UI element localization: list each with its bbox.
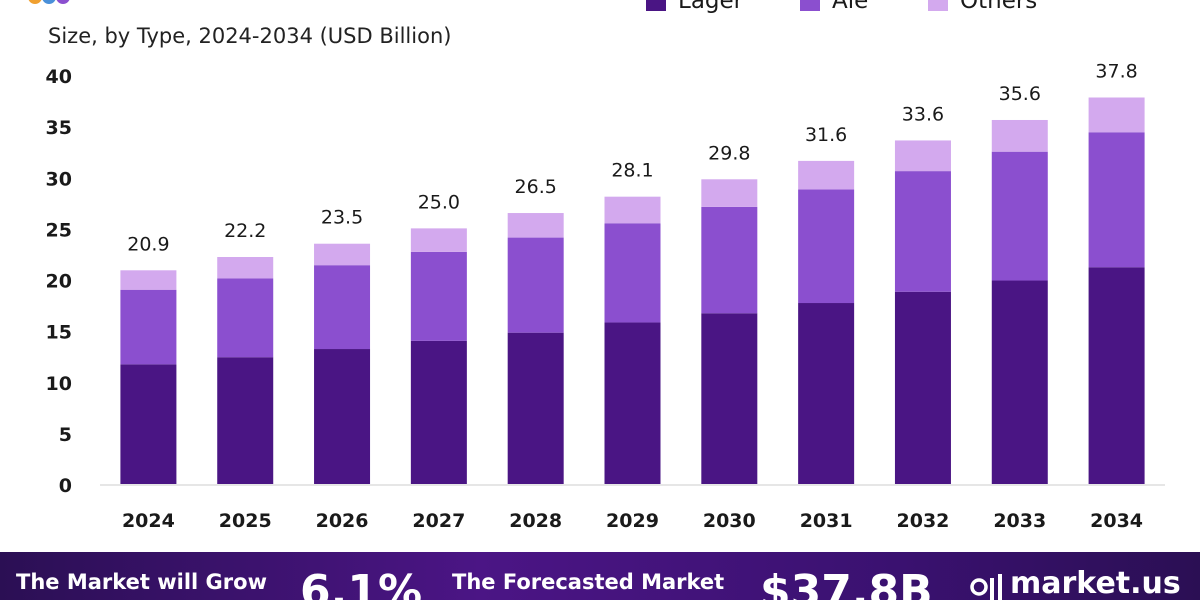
x-tick-label: 2024: [122, 510, 175, 532]
bar-segment-ale: [991, 151, 1048, 281]
legend-item-lager: Lager: [646, 0, 743, 16]
market-us-logo-icon: [970, 574, 1002, 600]
bar-segment-ale: [314, 265, 371, 350]
y-tick-label: 35: [46, 117, 72, 139]
bar-segment-ale: [1088, 132, 1145, 268]
bar-total-label: 26.5: [515, 176, 557, 198]
x-tick-label: 2028: [509, 510, 562, 532]
y-tick-label: 20: [46, 271, 72, 293]
y-tick-label: 15: [46, 322, 72, 344]
bar-segment-ale: [604, 223, 661, 323]
bar-segment-lager: [507, 332, 564, 484]
bar-segment-ale: [120, 289, 177, 365]
brand-name: market.us: [1010, 566, 1181, 600]
bar-total-label: 31.6: [805, 124, 847, 146]
bar-segment-others: [120, 270, 177, 290]
chart-subtitle: Size, by Type, 2024-2034 (USD Billion): [48, 24, 452, 48]
x-tick-label: 2032: [897, 510, 950, 532]
bar-total-label: 29.8: [708, 142, 750, 164]
bar-segment-others: [314, 243, 371, 266]
x-tick-label: 2025: [219, 510, 272, 532]
bar-segment-ale: [894, 171, 951, 292]
bar-segment-others: [217, 257, 274, 279]
bar-segment-others: [507, 213, 564, 238]
y-tick-label: 0: [59, 475, 72, 497]
x-tick-label: 2033: [993, 510, 1046, 532]
x-tick-label: 2026: [316, 510, 369, 532]
bar-total-label: 33.6: [902, 103, 944, 125]
bar-total-label: 25.0: [418, 191, 460, 213]
bar-total-label: 35.6: [999, 83, 1041, 105]
bar-segment-lager: [894, 291, 951, 484]
y-tick-label: 10: [46, 373, 72, 395]
legend-swatch-others: [928, 0, 948, 11]
legend-label-lager: Lager: [678, 0, 744, 14]
x-tick-label: 2027: [412, 510, 465, 532]
bar-segment-ale: [410, 251, 467, 341]
bar-total-label: 20.9: [127, 233, 169, 255]
y-tick-label: 25: [46, 219, 72, 241]
legend-swatch-ale: [800, 0, 820, 11]
bar-segment-others: [604, 196, 661, 224]
bar-segment-others: [701, 179, 758, 207]
bar-segment-lager: [991, 280, 1048, 484]
x-tick-label: 2029: [606, 510, 659, 532]
bar-segment-others: [991, 119, 1048, 152]
bar-segment-lager: [120, 364, 177, 484]
bar-segment-ale: [507, 237, 564, 333]
bar-total-label: 28.1: [611, 160, 653, 182]
bar-segment-others: [1088, 97, 1145, 133]
y-tick-label: 40: [46, 66, 72, 88]
legend-item-ale: Ale: [800, 0, 868, 16]
bar-segment-lager: [798, 303, 855, 484]
summary-band: The Market will Grow 6.1% The Forecasted…: [0, 552, 1200, 600]
bar-segment-lager: [314, 349, 371, 484]
bar-total-label: 23.5: [321, 207, 363, 229]
legend-swatch-lager: [646, 0, 666, 11]
bar-segment-others: [798, 160, 855, 190]
bar-segment-ale: [798, 189, 855, 304]
bar-segment-lager: [410, 340, 467, 484]
forecast-text: The Forecasted Market: [452, 570, 725, 594]
y-tick-label: 30: [46, 168, 72, 190]
cagr-value: 6.1%: [300, 566, 423, 600]
bar-segment-lager: [604, 322, 661, 484]
legend-item-others: Others: [928, 0, 1037, 16]
legend-label-ale: Ale: [832, 0, 869, 14]
bar-total-label: 22.2: [224, 220, 266, 242]
y-tick-label: 5: [59, 424, 72, 446]
bar-segment-ale: [217, 278, 274, 358]
bar-segment-others: [410, 228, 467, 252]
bar-total-label: 37.8: [1095, 60, 1137, 82]
brand-logo-icon: [28, 0, 74, 8]
bar-segment-lager: [1088, 267, 1145, 484]
x-tick-label: 2030: [703, 510, 756, 532]
legend-label-others: Others: [960, 0, 1038, 14]
x-tick-label: 2034: [1090, 510, 1143, 532]
forecast-value: $37.8B: [760, 566, 933, 600]
bar-segment-ale: [701, 206, 758, 314]
bar-segment-lager: [217, 357, 274, 484]
bar-segment-lager: [701, 313, 758, 484]
bar-segment-others: [894, 140, 951, 172]
grow-text: The Market will Grow: [16, 570, 267, 594]
x-tick-label: 2031: [800, 510, 853, 532]
stacked-bar-chart: 051015202530354020.9202422.2202523.52026…: [46, 60, 1165, 532]
